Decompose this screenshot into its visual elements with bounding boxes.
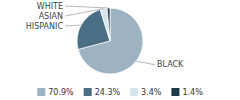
- legend-label: 70.9%: [48, 88, 74, 97]
- legend-label: 1.4%: [182, 88, 203, 97]
- legend-item: 24.3%: [84, 88, 121, 97]
- chart: BLACK HISPANICASIANWHITE 70.9% 24.3% 3.4% 1.4…: [0, 0, 240, 100]
- legend-label: 3.4%: [141, 88, 162, 97]
- legend-swatch: [84, 88, 92, 96]
- leader-line: [65, 25, 81, 27]
- legend-label: 24.3%: [95, 88, 121, 97]
- slice-label: ASIAN: [39, 12, 63, 21]
- legend: 70.9% 24.3% 3.4% 1.4%: [37, 88, 203, 97]
- leader-line: [136, 61, 155, 65]
- slice-label: HISPANIC: [26, 22, 64, 31]
- legend-item: 3.4%: [130, 88, 162, 97]
- pie-slice: [100, 8, 110, 41]
- legend-swatch: [171, 88, 179, 96]
- leader-line: [65, 6, 109, 8]
- pie-slice: [107, 8, 110, 41]
- legend-item: 1.4%: [171, 88, 203, 97]
- legend-swatch: [37, 88, 45, 96]
- legend-item: 70.9%: [37, 88, 74, 97]
- slice-label: WHITE: [37, 2, 63, 11]
- pie: [77, 8, 143, 74]
- legend-swatch: [130, 88, 138, 96]
- slice-label: BLACK: [157, 60, 184, 69]
- leader-line: [65, 9, 104, 16]
- slice-labels: BLACK HISPANICASIANWHITE: [26, 2, 184, 70]
